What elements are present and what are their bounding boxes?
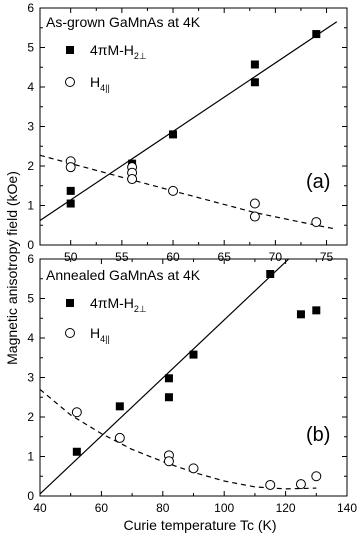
legend-label-main: H <box>90 325 100 341</box>
y-tick-label-b: 4 <box>27 331 34 345</box>
y-tick-label-b: 5 <box>27 292 34 306</box>
data-point-square-a <box>66 199 75 208</box>
legend-label-main: 4πM-H <box>90 295 134 311</box>
legend-label-sub: 2⊥ <box>134 51 147 61</box>
data-point-square-a <box>250 78 259 87</box>
y-tick-label-a: 1 <box>27 199 34 213</box>
x-tick-label-a: 50 <box>64 250 78 264</box>
panel-title-b: Annealed GaMnAs at 4K <box>46 267 201 283</box>
data-point-square-b <box>189 350 198 359</box>
x-tick-label-b: 60 <box>95 501 109 515</box>
data-point-circle-b <box>295 479 306 490</box>
data-point-square-a <box>312 30 321 39</box>
legend-marker-square-b <box>66 299 74 307</box>
data-point-square-b <box>72 447 81 456</box>
legend-label-a-0: 4πM-H2⊥ <box>90 42 147 61</box>
data-point-square-b <box>312 306 321 315</box>
y-tick-label-a: 5 <box>27 41 34 55</box>
plot-frame-a <box>39 7 348 246</box>
legend-label-b-1: H4|| <box>90 325 110 344</box>
x-tick-label-a: 65 <box>218 250 232 264</box>
y-tick-label-b: 6 <box>27 252 34 266</box>
data-point-circle-a <box>249 198 260 209</box>
legend-label-main: 4πM-H <box>90 42 134 58</box>
fit-line-a-0 <box>40 21 338 221</box>
legend-label-sub: 4|| <box>100 334 110 344</box>
data-point-square-b <box>266 270 275 279</box>
y-tick-label-a: 0 <box>27 238 34 252</box>
legend-marker-circle-b <box>65 328 75 338</box>
x-tick-label-b: 140 <box>337 501 357 515</box>
data-point-circle-a <box>311 217 322 228</box>
fit-line-b-1 <box>40 388 317 490</box>
data-point-square-b <box>296 310 305 319</box>
y-tick-label-b: 1 <box>27 450 34 464</box>
x-tick-label-a: 75 <box>320 250 334 264</box>
data-point-square-b <box>164 393 173 402</box>
y-tick-label-a: 3 <box>27 120 34 134</box>
x-tick-label-b: 80 <box>156 501 170 515</box>
data-point-circle-b <box>188 463 199 474</box>
data-point-circle-a <box>127 174 138 185</box>
y-tick-label-b: 2 <box>27 410 34 424</box>
y-tick-label-a: 6 <box>27 1 34 15</box>
data-point-square-a <box>250 60 259 69</box>
legend-marker-square-a <box>66 46 74 54</box>
data-point-circle-a <box>168 185 179 196</box>
data-point-circle-b <box>114 432 125 443</box>
data-point-circle-a <box>65 162 76 173</box>
panel-title-a: As-grown GaMnAs at 4K <box>46 14 201 30</box>
x-tick-label-b: 120 <box>276 501 296 515</box>
x-tick-label-a: 70 <box>269 250 283 264</box>
legend-label-sub: 2⊥ <box>134 304 147 314</box>
data-point-square-a <box>66 186 75 195</box>
legend-label-b-0: 4πM-H2⊥ <box>90 295 147 314</box>
legend-label-a-1: H4|| <box>90 74 110 93</box>
x-axis-label: Curie temperature Tc (K) <box>123 517 276 533</box>
data-point-square-b <box>115 402 124 411</box>
legend-marker-circle-a <box>65 77 75 87</box>
x-tick-label-a: 60 <box>166 250 180 264</box>
x-tick-label-b: 100 <box>214 501 234 515</box>
data-point-circle-b <box>163 456 174 467</box>
panel-b: 40 60 80 100 120 140 0 1 2 3 4 5 6 4πM-H2⊥ H4|| Anneale… <box>27 252 357 515</box>
data-point-circle-b <box>311 471 322 482</box>
panel-a: 50 55 60 65 70 75 0 1 2 3 4 5 6 4πM-H2⊥ H4|| As-grown G… <box>27 1 348 264</box>
x-tick-label-a: 55 <box>115 250 129 264</box>
y-tick-label-a: 4 <box>27 80 34 94</box>
plot-frame-b <box>39 258 348 497</box>
panel-label-a: (a) <box>306 171 330 193</box>
fit-line-b-0 <box>40 259 290 495</box>
y-axis-label: Magnetic anisotropy field (kOe) <box>4 171 20 365</box>
data-point-square-b <box>164 374 173 383</box>
fit-line-a-1 <box>40 154 337 230</box>
y-tick-label-b: 3 <box>27 371 34 385</box>
legend-label-sub: 4|| <box>100 83 110 93</box>
data-point-circle-a <box>249 211 260 222</box>
legend-label-main: H <box>90 74 100 90</box>
data-point-square-a <box>169 130 178 139</box>
panel-label-b: (b) <box>306 424 330 446</box>
y-tick-label-b: 0 <box>27 489 34 503</box>
x-tick-label-b: 40 <box>33 501 47 515</box>
y-tick-label-a: 2 <box>27 159 34 173</box>
data-point-circle-b <box>71 407 82 418</box>
data-point-circle-b <box>265 479 276 490</box>
